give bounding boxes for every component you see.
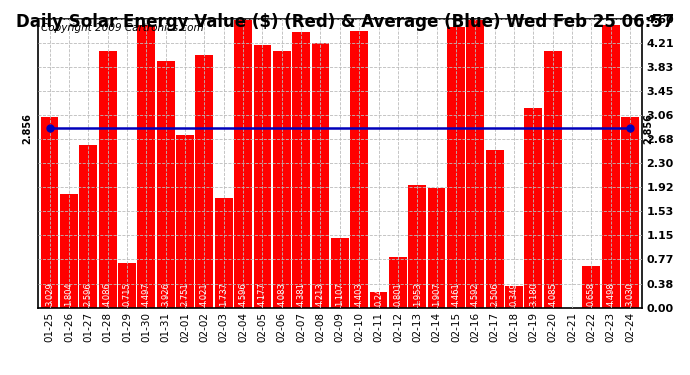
- Bar: [41, 117, 59, 308]
- Bar: [370, 292, 387, 308]
- Text: 2.506: 2.506: [490, 282, 499, 306]
- Text: 2.856: 2.856: [23, 113, 32, 144]
- Text: 4.021: 4.021: [200, 282, 209, 306]
- Bar: [408, 185, 426, 308]
- Text: 1.737: 1.737: [219, 282, 228, 306]
- Text: Copyright 2009 Cartronics.com: Copyright 2009 Cartronics.com: [41, 23, 204, 33]
- Text: 4.083: 4.083: [277, 282, 286, 306]
- Text: 4.498: 4.498: [607, 282, 615, 306]
- Bar: [293, 33, 310, 308]
- Bar: [312, 43, 329, 308]
- Bar: [60, 194, 78, 308]
- Bar: [137, 25, 155, 307]
- Text: 0.000: 0.000: [568, 282, 577, 306]
- Bar: [99, 51, 117, 308]
- Bar: [273, 51, 290, 308]
- Text: 4.461: 4.461: [451, 282, 460, 306]
- Bar: [466, 19, 484, 307]
- Bar: [79, 144, 97, 308]
- Text: 4.403: 4.403: [355, 282, 364, 306]
- Text: 4.596: 4.596: [239, 282, 248, 306]
- Text: 0.715: 0.715: [122, 282, 132, 306]
- Text: 3.926: 3.926: [161, 282, 170, 306]
- Text: 3.029: 3.029: [45, 282, 54, 306]
- Bar: [389, 257, 407, 307]
- Text: 4.381: 4.381: [297, 282, 306, 306]
- Bar: [602, 25, 620, 307]
- Text: 0.658: 0.658: [587, 282, 596, 306]
- Bar: [195, 55, 213, 308]
- Bar: [234, 19, 252, 307]
- Text: 4.086: 4.086: [103, 282, 112, 306]
- Bar: [157, 61, 175, 308]
- Bar: [505, 286, 523, 308]
- Text: 0.243: 0.243: [374, 282, 383, 306]
- Bar: [524, 108, 542, 308]
- Text: 4.213: 4.213: [316, 282, 325, 306]
- Text: Daily Solar Energy Value ($) (Red) & Average (Blue) Wed Feb 25 06:57: Daily Solar Energy Value ($) (Red) & Ave…: [16, 13, 674, 31]
- Bar: [428, 188, 446, 308]
- Bar: [118, 262, 136, 308]
- Text: 1.804: 1.804: [64, 282, 73, 306]
- Text: 1.907: 1.907: [432, 282, 441, 306]
- Text: 4.592: 4.592: [471, 282, 480, 306]
- Bar: [582, 266, 600, 308]
- Text: 4.177: 4.177: [258, 282, 267, 306]
- Bar: [176, 135, 194, 308]
- Text: 3.030: 3.030: [626, 282, 635, 306]
- Text: 4.497: 4.497: [142, 282, 151, 306]
- Text: 4.085: 4.085: [548, 282, 558, 306]
- Bar: [621, 117, 639, 308]
- Text: 2.856: 2.856: [643, 113, 653, 144]
- Bar: [544, 51, 562, 308]
- Bar: [253, 45, 271, 308]
- Text: 2.751: 2.751: [181, 282, 190, 306]
- Text: 0.801: 0.801: [393, 282, 402, 306]
- Bar: [215, 198, 233, 308]
- Bar: [351, 31, 368, 308]
- Text: 3.180: 3.180: [529, 282, 538, 306]
- Bar: [486, 150, 504, 308]
- Text: 1.107: 1.107: [335, 282, 344, 306]
- Bar: [331, 238, 348, 308]
- Text: 2.596: 2.596: [83, 282, 92, 306]
- Text: 0.349: 0.349: [509, 282, 518, 306]
- Text: 1.953: 1.953: [413, 282, 422, 306]
- Bar: [447, 27, 465, 308]
